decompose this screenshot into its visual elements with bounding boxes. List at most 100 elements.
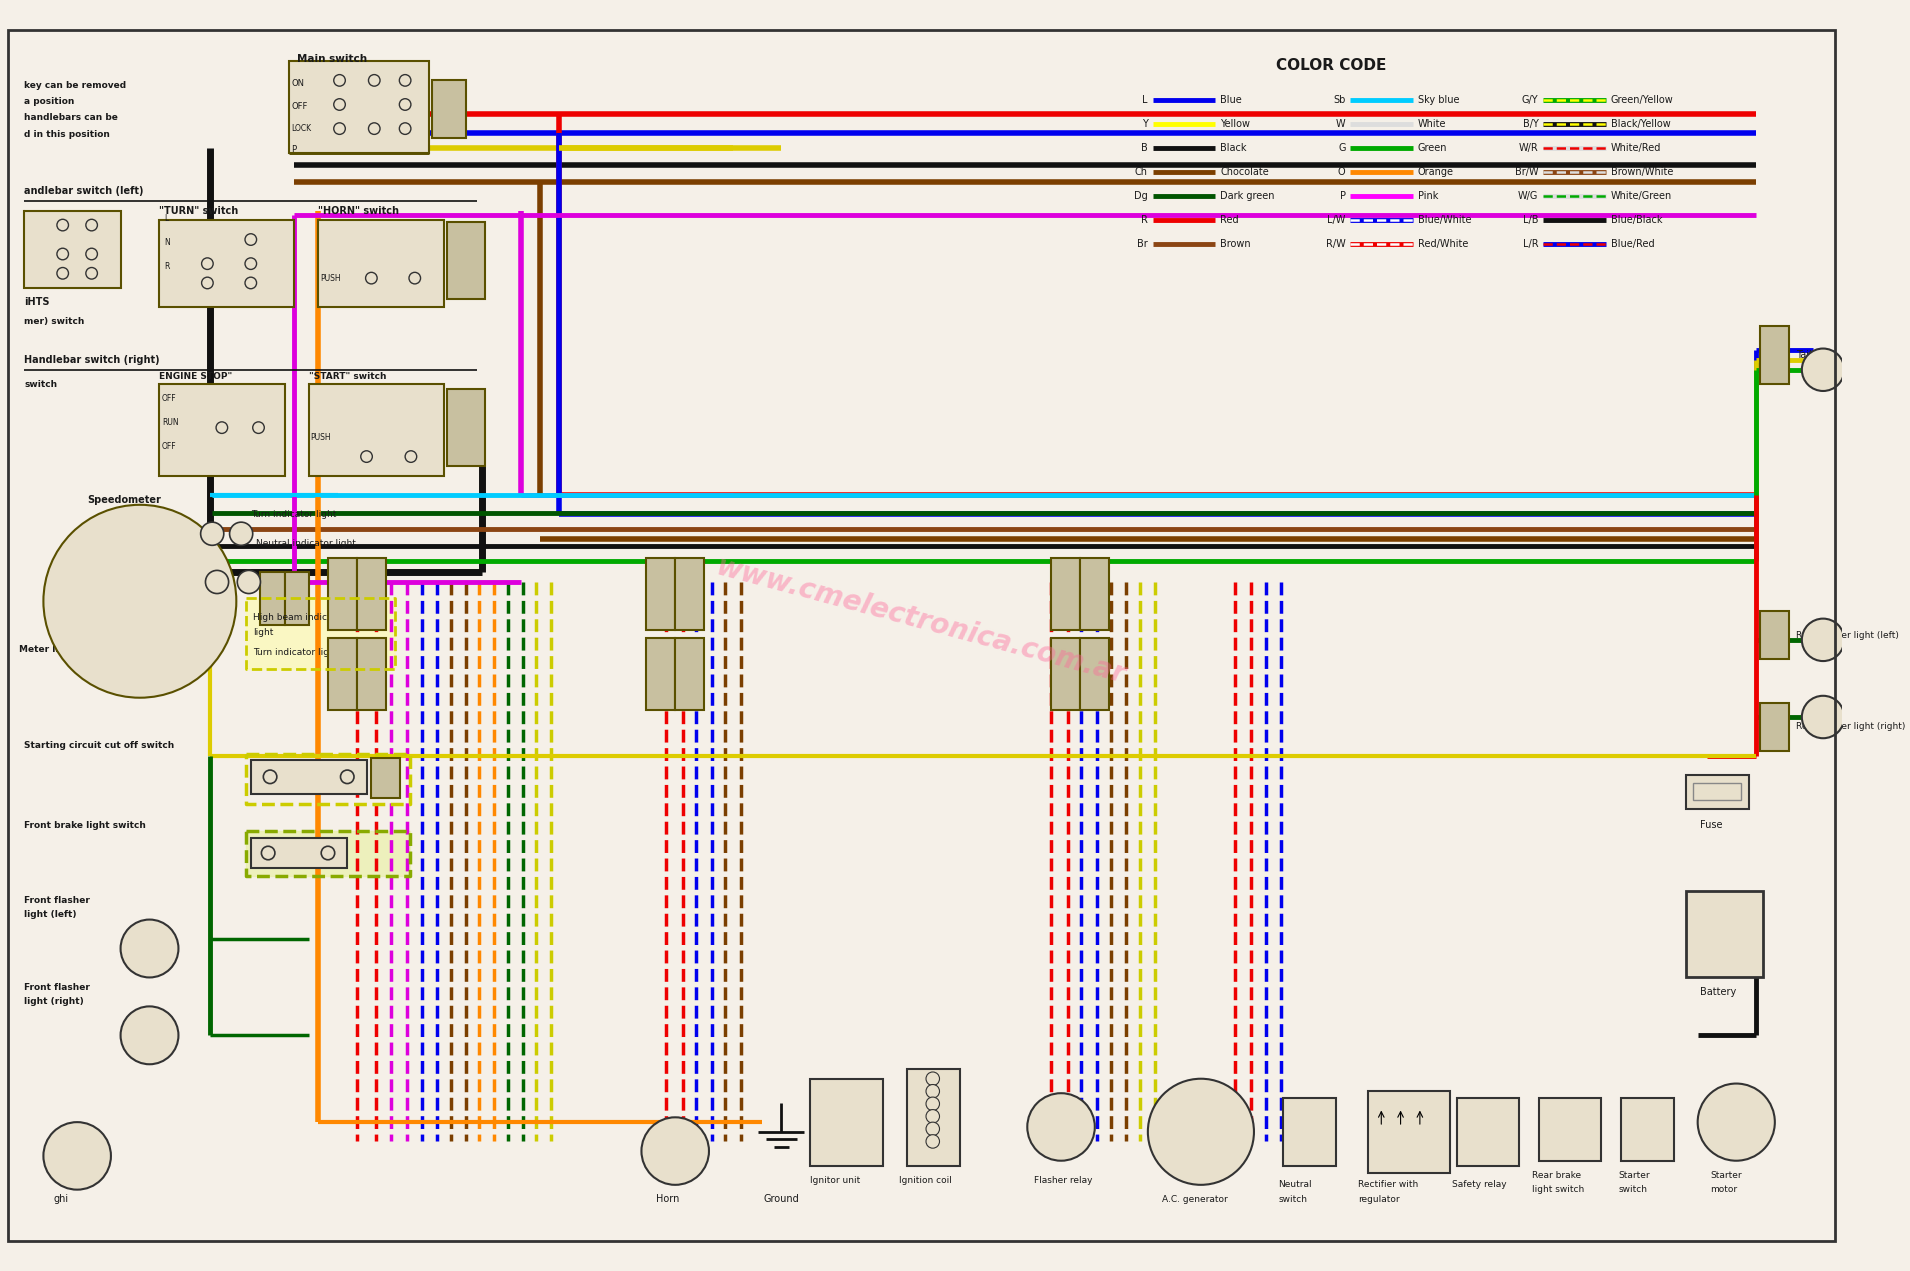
Circle shape (926, 1084, 940, 1098)
Bar (1539, 1098, 1601, 1160)
Circle shape (1801, 619, 1845, 661)
Text: W: W (1335, 118, 1347, 128)
Text: Ignitor unit: Ignitor unit (810, 1176, 861, 1185)
Text: handlebars can be: handlebars can be (25, 113, 118, 122)
Text: Rear brake: Rear brake (1532, 1171, 1581, 1179)
Bar (1050, 558, 1081, 630)
Text: G: G (1339, 142, 1347, 153)
Circle shape (264, 770, 277, 783)
Circle shape (334, 75, 346, 86)
Circle shape (399, 75, 411, 86)
Circle shape (202, 258, 214, 269)
Bar (676, 638, 705, 710)
Bar (285, 572, 309, 625)
Text: Yellow: Yellow (1220, 118, 1251, 128)
Circle shape (1801, 348, 1845, 391)
Text: Ch: Ch (1135, 167, 1148, 177)
Bar (357, 558, 386, 630)
Text: iHTS: iHTS (25, 297, 50, 308)
Bar (357, 638, 386, 710)
Bar (1050, 638, 1081, 710)
Bar (1687, 775, 1750, 808)
Text: L/R: L/R (1522, 239, 1539, 249)
Bar (260, 572, 285, 625)
Circle shape (237, 571, 260, 594)
Circle shape (365, 272, 376, 283)
Text: COLOR CODE: COLOR CODE (1276, 58, 1387, 74)
Bar (1457, 1098, 1518, 1166)
Text: Front brake light switch: Front brake light switch (25, 821, 145, 830)
Text: "TURN" switch: "TURN" switch (159, 206, 239, 216)
Text: Orange: Orange (1417, 167, 1454, 177)
Text: "START" switch: "START" switch (309, 372, 386, 381)
Text: Flasher relay: Flasher relay (1033, 1176, 1093, 1185)
Bar (329, 638, 357, 710)
Text: Y: Y (1142, 118, 1148, 128)
Text: Red: Red (1220, 215, 1240, 225)
Circle shape (926, 1071, 940, 1085)
Text: Sb: Sb (1333, 94, 1347, 104)
Text: regulator: regulator (1358, 1195, 1400, 1204)
Text: Battery: Battery (1700, 986, 1736, 996)
Bar (1368, 1092, 1450, 1173)
Text: Front flasher: Front flasher (25, 896, 90, 905)
Circle shape (334, 99, 346, 111)
Bar (646, 638, 676, 710)
Text: motor: motor (1709, 1185, 1738, 1195)
Text: switch: switch (1618, 1185, 1648, 1195)
Text: Br/W: Br/W (1515, 167, 1539, 177)
Text: Brown/White: Brown/White (1610, 167, 1673, 177)
Circle shape (334, 123, 346, 135)
Bar (1761, 703, 1790, 751)
Text: Meter light: Meter light (19, 644, 76, 655)
Text: Dg: Dg (1135, 191, 1148, 201)
Text: d in this position: d in this position (25, 130, 111, 139)
Circle shape (399, 123, 411, 135)
Circle shape (229, 522, 252, 545)
Text: G/Y: G/Y (1522, 94, 1539, 104)
Text: Rectifier with: Rectifier with (1358, 1181, 1419, 1190)
Text: W/G: W/G (1518, 191, 1539, 201)
Circle shape (405, 451, 416, 463)
Text: Handlebar switch (right): Handlebar switch (right) (25, 355, 160, 365)
Text: light: light (252, 628, 273, 637)
Circle shape (86, 267, 97, 280)
Circle shape (244, 277, 256, 289)
Text: Tail light: Tail light (1795, 351, 1837, 360)
Text: "HORN" switch: "HORN" switch (319, 206, 399, 216)
Text: White: White (1417, 118, 1446, 128)
Bar (447, 222, 485, 300)
Text: Starter: Starter (1709, 1171, 1742, 1179)
Text: P: P (292, 145, 296, 154)
Text: Ground: Ground (764, 1195, 800, 1205)
Text: OFF: OFF (162, 394, 178, 403)
Text: High beam indicator: High beam indicator (252, 613, 346, 623)
Text: Sky blue: Sky blue (1417, 94, 1459, 104)
Text: PUSH: PUSH (311, 433, 330, 442)
Bar (1081, 558, 1110, 630)
Bar (371, 758, 401, 798)
Circle shape (252, 422, 264, 433)
Text: switch: switch (25, 380, 57, 389)
Bar (810, 1079, 882, 1166)
Circle shape (642, 1117, 709, 1185)
Circle shape (340, 770, 353, 783)
Text: Blue/Black: Blue/Black (1610, 215, 1662, 225)
Circle shape (262, 846, 275, 859)
Circle shape (216, 422, 227, 433)
Circle shape (86, 220, 97, 231)
Bar (432, 80, 466, 139)
Text: White/Red: White/Red (1610, 142, 1662, 153)
Text: P: P (1339, 191, 1347, 201)
Text: Pink: Pink (1417, 191, 1438, 201)
Text: ON: ON (292, 79, 304, 88)
Circle shape (926, 1097, 940, 1111)
Circle shape (57, 220, 69, 231)
Circle shape (44, 1122, 111, 1190)
Bar (25, 211, 120, 287)
Text: Turn indicator light: Turn indicator light (252, 648, 338, 657)
Text: Black: Black (1220, 142, 1247, 153)
Text: A.C. generator: A.C. generator (1163, 1195, 1228, 1204)
Text: light switch: light switch (1532, 1185, 1583, 1195)
Text: OFF: OFF (292, 102, 308, 111)
